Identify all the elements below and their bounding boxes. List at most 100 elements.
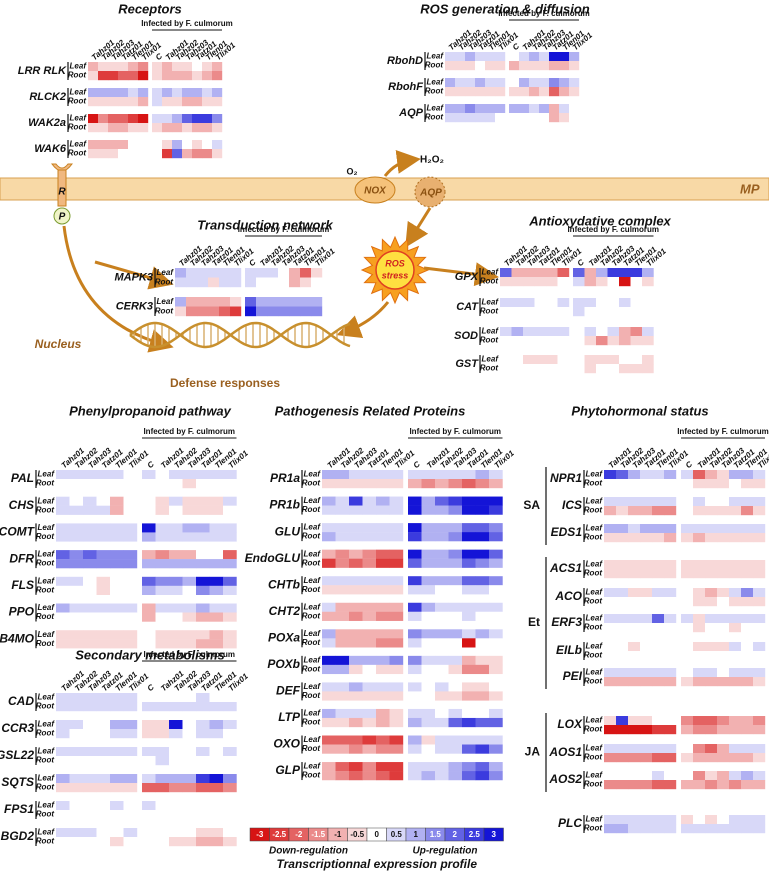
heat-cell [529,61,540,71]
heat-cell [604,725,617,735]
heat-cell [223,837,237,847]
heat-cell [138,114,149,124]
heat-cell [628,753,641,763]
heat-cell [705,533,718,543]
heat-cell [640,824,653,834]
heat-cell [69,523,84,533]
infected-label: Infected by F. culmorum [143,650,235,659]
heat-cell [202,123,213,133]
heat-cell [741,623,754,633]
tissue-label: Leaf [304,682,322,691]
heat-cell [69,828,84,838]
heat-cell [169,559,183,569]
heat-cell [559,87,570,97]
heat-cell [630,355,643,365]
heat-cell [421,638,436,648]
heat-cell [182,612,197,622]
heat-cell [389,717,404,728]
heat-cell [196,720,210,730]
heat-cell [389,479,404,489]
column-label: C [412,459,422,470]
heat-cell [616,753,629,763]
heat-cell [223,828,237,838]
gene-label: POXa [268,630,300,644]
heat-cell [96,783,111,793]
heat-cell [96,639,111,649]
heat-cell [362,558,377,568]
heat-cell [349,655,363,666]
heat-cell [110,720,124,730]
heat-cell [546,355,558,365]
heat-cell [640,470,653,480]
heat-cell [169,496,183,506]
heat-cell [628,677,641,687]
tissue-label: Leaf [38,496,56,505]
heat-cell [389,576,404,586]
heat-cell [169,747,183,757]
tissue-label: Leaf [38,801,56,810]
legend-tick-label: -0.5 [350,830,364,839]
heat-cell [509,113,520,123]
heat-cell [209,496,224,506]
heat-cell [196,756,210,766]
tissue-label: Leaf [427,78,445,87]
heat-cell [118,97,129,107]
heat-cell [489,558,503,568]
heat-cell [729,668,742,678]
heat-cell [693,753,706,763]
tissue-label: Root [36,559,55,568]
heat-cell [192,88,203,98]
heat-cell [584,336,597,346]
heat-cell [539,61,550,71]
heat-cell [546,307,558,317]
heat-cell [640,497,653,507]
heat-cell [155,720,170,730]
heat-cell [56,801,70,811]
heat-cell [69,639,84,649]
heat-cell [155,505,170,515]
legend-tick-label: 1.5 [430,830,442,839]
phospho-label: P [59,212,66,223]
heat-cell [56,470,70,480]
heat-cell [448,744,463,754]
heat-cell [212,114,223,124]
heat-cell [389,708,404,719]
heat-cell [322,735,336,745]
heat-cell [110,603,124,613]
heat-cell [448,655,463,666]
heat-cell [652,716,665,726]
gene-label: PLC [558,816,582,830]
heat-cell [83,612,97,622]
heat-cell [693,569,706,579]
heat-cell [500,277,512,287]
heat-cell [693,597,706,607]
tissue-label: Leaf [586,642,604,651]
heat-cell [110,479,124,489]
heat-cell [495,104,506,114]
heat-cell [664,588,677,598]
heat-cell [69,479,84,489]
heat-cell [142,559,156,569]
heat-cell [539,52,550,62]
tissue-label: Root [584,533,603,542]
heat-cell [110,470,124,480]
heat-cell [741,533,754,543]
tissue-label: Root [68,71,87,80]
heat-cell [110,523,124,533]
heat-cell [196,639,210,649]
heat-cell [511,298,524,308]
heat-cell [209,729,224,739]
heat-cell [192,62,203,72]
heat-cell [182,559,197,569]
heat-cell [489,602,503,612]
heat-cell [435,708,449,719]
heat-cell [465,104,476,114]
heat-cell [664,753,677,763]
heat-cell [300,277,312,288]
heat-cell [534,355,547,365]
gene-label: GLU [275,524,301,538]
infected-label: Infected by F. culmorum [677,427,769,436]
heat-cell [519,87,530,97]
heat-cell [640,668,653,678]
heat-cell [96,702,111,712]
